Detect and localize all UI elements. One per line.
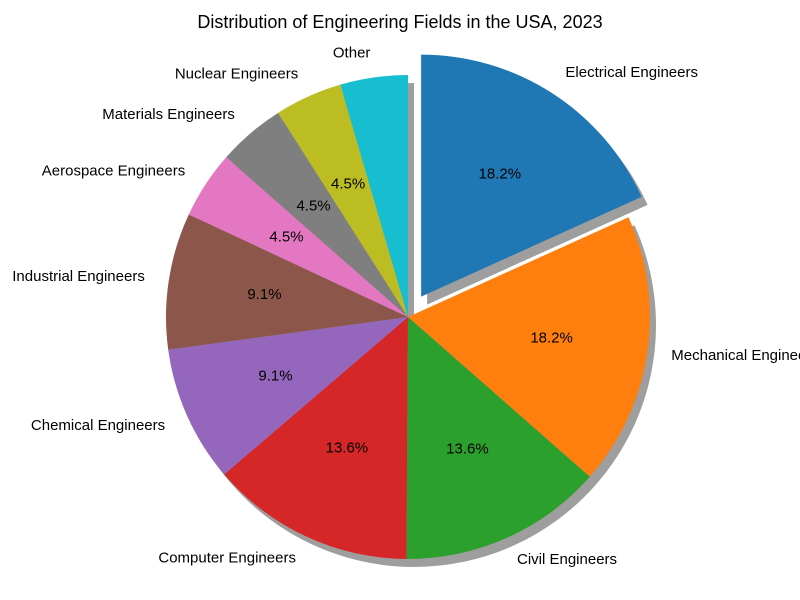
slice-label-computer-engineers: Computer Engineers [158, 549, 296, 566]
slice-label-aerospace-engineers: Aerospace Engineers [42, 162, 185, 179]
slice-label-materials-engineers: Materials Engineers [102, 106, 235, 123]
pie-slice-chemical-engineers [168, 317, 408, 475]
pie-slice-nuclear-engineers [278, 84, 408, 318]
pct-label-electrical-engineers: 18.2% [479, 166, 522, 183]
pie-slice-electrical-engineers [421, 54, 642, 297]
slice-label-industrial-engineers: Industrial Engineers [12, 268, 145, 285]
pct-label-computer-engineers: 13.6% [326, 440, 369, 457]
pct-label-aerospace-engineers: 4.5% [269, 228, 303, 245]
pie-slice-other [340, 75, 408, 317]
slice-label-mechanical-engineers: Mechanical Engineers [671, 347, 800, 364]
pie-slice-industrial-engineers [166, 214, 408, 350]
pct-label-industrial-engineers: 9.1% [247, 286, 281, 303]
slice-label-chemical-engineers: Chemical Engineers [31, 417, 165, 434]
pct-label-nuclear-engineers: 4.5% [331, 176, 365, 193]
pie-slice-civil-engineers [406, 317, 590, 559]
slice-labels: Electrical Engineers 18.2% Mechanical Engi… [12, 44, 800, 567]
pct-label-civil-engineers: 13.6% [446, 440, 489, 457]
pct-label-chemical-engineers: 9.1% [258, 367, 292, 384]
pct-label-mechanical-engineers: 18.2% [530, 329, 573, 346]
chart-title: Distribution of Engineering Fields in th… [197, 12, 603, 32]
slice-label-civil-engineers: Civil Engineers [517, 551, 617, 568]
pie-slice-materials-engineers [226, 112, 408, 317]
pct-label-materials-engineers: 4.5% [296, 198, 330, 215]
pie-slices [166, 54, 650, 559]
slice-label-other: Other [333, 44, 371, 61]
slice-label-nuclear-engineers: Nuclear Engineers [175, 65, 298, 82]
pie-slice-computer-engineers [224, 317, 408, 559]
slice-label-electrical-engineers: Electrical Engineers [565, 64, 698, 81]
pie-slice-aerospace-engineers [188, 157, 408, 317]
pie-slice-mechanical-engineers [408, 217, 650, 477]
